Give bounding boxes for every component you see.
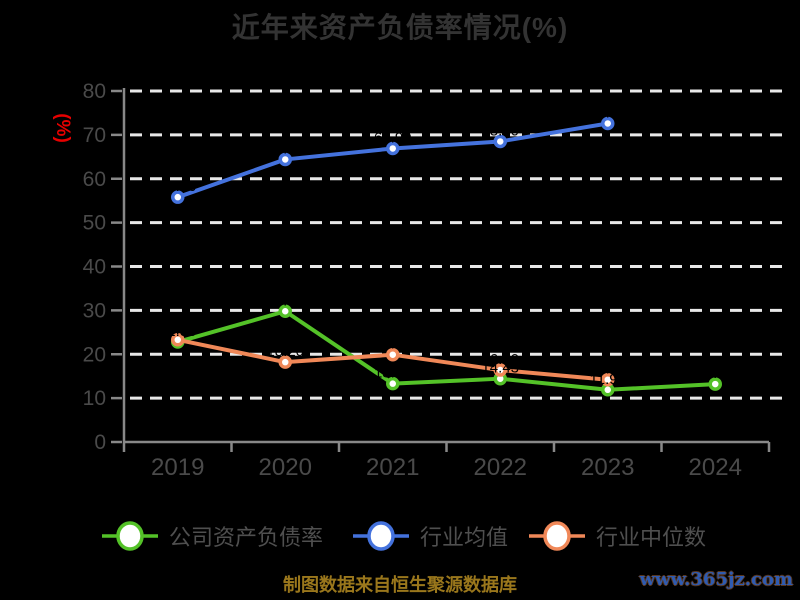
svg-text:29.80: 29.80 [266, 292, 304, 309]
svg-text:2020: 2020 [259, 454, 312, 481]
svg-text:10: 10 [83, 387, 106, 410]
legend-item-industry-average[interactable]: 行业均值 [351, 518, 508, 554]
svg-text:66.90: 66.90 [374, 129, 412, 146]
legend-label: 行业中位数 [596, 525, 707, 550]
svg-text:2024: 2024 [689, 454, 742, 481]
svg-text:64.40: 64.40 [266, 140, 304, 157]
legend-label: 公司资产负债率 [169, 525, 324, 550]
svg-text:2019: 2019 [151, 454, 204, 481]
svg-text:11.90: 11.90 [590, 371, 626, 388]
svg-text:80: 80 [83, 80, 106, 103]
svg-text:68.50: 68.50 [481, 122, 519, 139]
svg-text:13.30: 13.30 [374, 365, 412, 382]
svg-text:13.20: 13.20 [696, 365, 734, 382]
legend-marker-icon [353, 521, 409, 551]
legend-label: 行业均值 [420, 525, 509, 550]
svg-text:18.20: 18.20 [266, 343, 304, 360]
svg-text:72.60: 72.60 [589, 104, 627, 121]
svg-text:2023: 2023 [581, 454, 634, 481]
svg-text:70: 70 [83, 124, 106, 147]
svg-text:22.80: 22.80 [159, 323, 197, 340]
plot-area: 0 10 20 30 40 50 60 70 80 2019 2020 2021 2022 2023 202… [83, 80, 789, 481]
svg-text:2021: 2021 [366, 454, 419, 481]
svg-text:16.40: 16.40 [481, 351, 519, 368]
svg-text:14.20: 14.20 [589, 361, 627, 378]
svg-text:40: 40 [83, 256, 106, 279]
svg-text:19.90: 19.90 [374, 336, 412, 353]
svg-text:2022: 2022 [474, 454, 527, 481]
svg-text:55.80: 55.80 [159, 178, 197, 195]
legend-marker-icon [102, 521, 158, 551]
svg-text:14.43: 14.43 [481, 360, 519, 377]
svg-text:50: 50 [83, 212, 106, 235]
watermark-link[interactable]: www.365jz.com [639, 569, 793, 590]
legend-item-industry-median[interactable]: 行业中位数 [527, 518, 706, 554]
legend-marker-icon [529, 521, 585, 551]
chart-title: 近年来资产负债率情况(%) [231, 12, 569, 43]
credit-text: 制图数据来自恒生聚源数据库 [283, 575, 517, 595]
svg-text:30: 30 [83, 299, 106, 322]
svg-text:0: 0 [94, 431, 106, 454]
svg-text:60: 60 [83, 168, 106, 191]
svg-text:20: 20 [83, 343, 106, 366]
svg-text:23.30: 23.30 [159, 321, 197, 338]
legend-item-company-ratio[interactable]: 公司资产负债率 [100, 518, 323, 554]
